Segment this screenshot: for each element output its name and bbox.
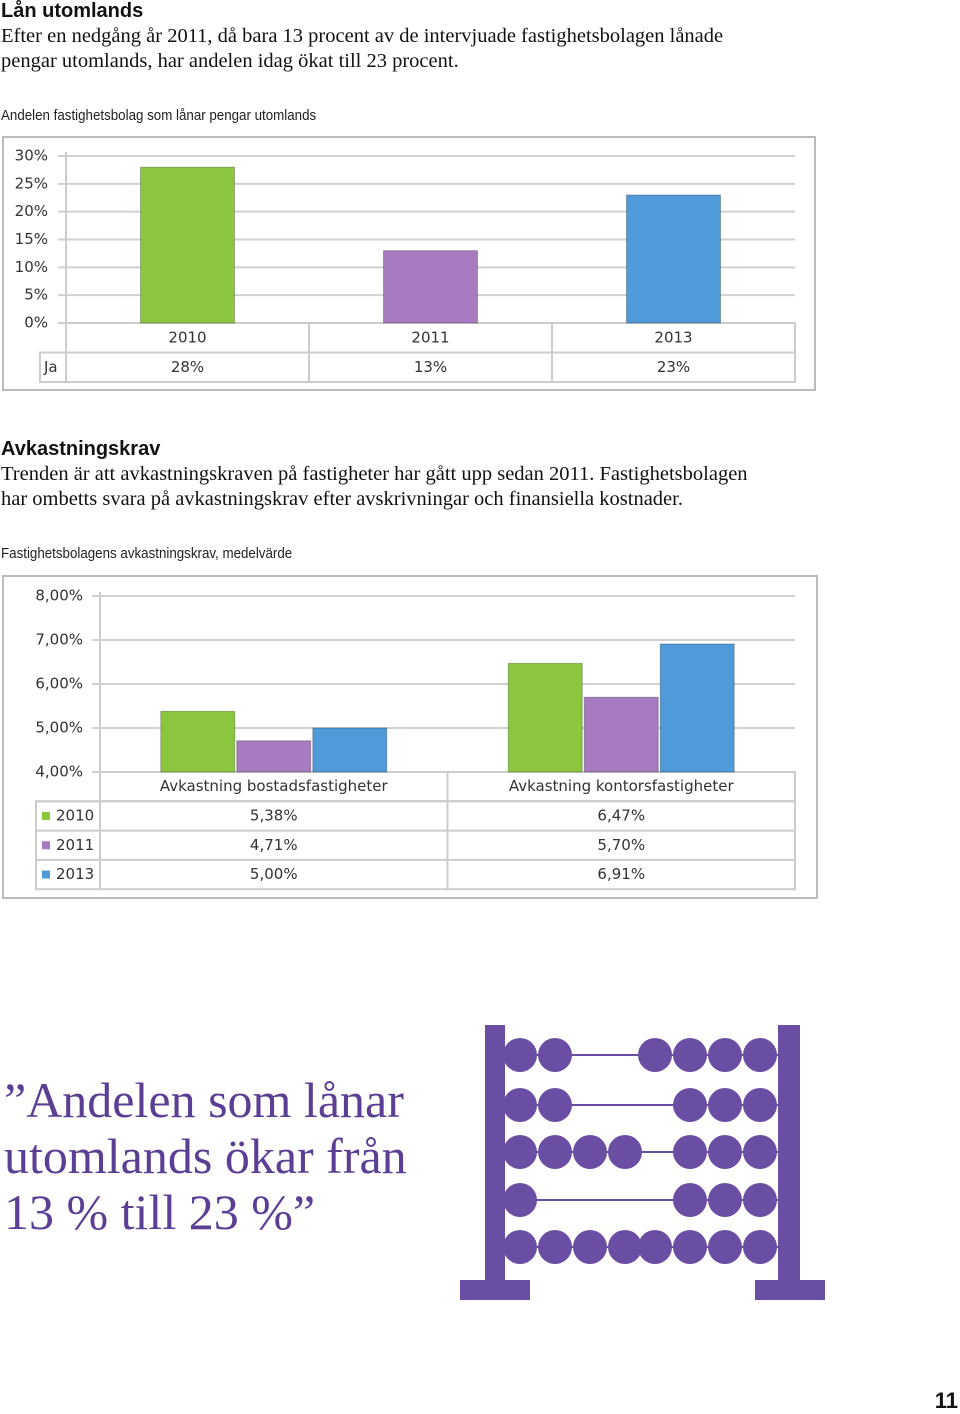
bar — [626, 194, 721, 324]
abacus-bead — [608, 1230, 642, 1264]
bar — [507, 662, 583, 773]
abacus-bead — [608, 1135, 642, 1169]
body-text: Efter en nedgång år 2011, då bara 13 pro… — [1, 24, 723, 74]
abacus-bead — [673, 1088, 707, 1122]
data-label: 4,71% — [250, 836, 298, 854]
abacus-bead — [538, 1230, 572, 1264]
abacus-bead — [708, 1038, 742, 1072]
abacus-bead — [708, 1088, 742, 1122]
abacus-bead — [708, 1230, 742, 1264]
abacus-bead — [503, 1230, 537, 1264]
y-tick-label: 5,00% — [35, 719, 83, 737]
bar — [140, 166, 235, 324]
page-number: 11 — [934, 1388, 958, 1413]
x-tick-label: 2013 — [654, 328, 692, 346]
data-label: 23% — [657, 358, 690, 376]
abacus-frame — [460, 1280, 530, 1300]
x-tick-label: 2010 — [168, 328, 206, 346]
abacus-frame — [755, 1280, 825, 1300]
y-tick-label: 30% — [15, 147, 48, 165]
caption: Fastighetsbolagens avkastningskrav, mede… — [1, 546, 293, 562]
legend-swatch — [42, 870, 50, 879]
abacus-bead — [673, 1135, 707, 1169]
abacus-frame — [778, 1025, 800, 1287]
heading: Lån utomlands — [1, 0, 144, 22]
abacus-bead — [503, 1038, 537, 1072]
y-tick-label: 25% — [15, 174, 48, 192]
bar — [160, 710, 236, 773]
abacus-frame — [485, 1025, 505, 1287]
abacus-bead — [503, 1135, 537, 1169]
x-tick-label: Avkastning kontorsfastigheter — [509, 777, 735, 795]
legend-swatch — [42, 811, 50, 820]
abacus-bead — [743, 1038, 777, 1072]
table — [65, 322, 796, 354]
y-tick-label: 0% — [24, 314, 48, 332]
legend-swatch — [42, 841, 50, 850]
y-tick-label: 4,00% — [35, 763, 83, 781]
y-tick-label: 15% — [15, 230, 48, 248]
abacus-bead — [538, 1088, 572, 1122]
y-tick-label: 5% — [24, 286, 48, 304]
abacus-bead — [573, 1230, 607, 1264]
legend-label: 2013 — [56, 865, 94, 883]
heading: Avkastningskrav — [1, 438, 161, 460]
abacus-bead — [638, 1230, 672, 1264]
data-label: 13% — [414, 358, 447, 376]
line: pengar utomlands, har andelen idag ökat … — [1, 50, 459, 72]
legend-label: 2011 — [56, 836, 94, 854]
line: har ombetts svara på avkastningskrav eft… — [1, 488, 683, 510]
y-tick-label: 7,00% — [35, 631, 83, 649]
data-label: 5,00% — [250, 865, 298, 883]
line: utomlands ökar från — [4, 1128, 407, 1184]
abacus-bead — [503, 1088, 537, 1122]
data-label: 5,70% — [597, 836, 645, 854]
abacus-bead — [673, 1183, 707, 1217]
bar — [659, 643, 735, 773]
bar — [383, 250, 478, 324]
x-tick-label: Avkastning bostadsfastigheter — [160, 777, 389, 795]
abacus-bead — [573, 1135, 607, 1169]
y-tick-label: 10% — [15, 258, 48, 276]
caption: Andelen fastighetsbolag som lånar pengar… — [1, 108, 317, 124]
abacus-bead — [538, 1135, 572, 1169]
abacus-bead — [743, 1135, 777, 1169]
data-label: 6,91% — [597, 865, 645, 883]
bar — [236, 740, 312, 773]
legend-label: 2010 — [56, 806, 94, 824]
bar — [312, 727, 388, 773]
abacus-bead — [538, 1038, 572, 1072]
abacus-bead — [708, 1183, 742, 1217]
abacus-bead — [743, 1183, 777, 1217]
data-label: 6,47% — [597, 806, 645, 824]
abacus-bead — [743, 1088, 777, 1122]
data-label: 28% — [171, 358, 204, 376]
abacus-bead — [708, 1135, 742, 1169]
abacus-bead — [673, 1038, 707, 1072]
abacus-bead — [638, 1038, 672, 1072]
bar — [583, 696, 659, 773]
y-tick-label: 8,00% — [35, 587, 83, 605]
table — [35, 800, 796, 891]
y-tick-label: 6,00% — [35, 675, 83, 693]
data-label: 5,38% — [250, 806, 298, 824]
x-tick-label: 2011 — [411, 328, 449, 346]
body-text: Trenden är att avkastningskraven på fast… — [1, 462, 748, 512]
line: Trenden är att avkastningskraven på fast… — [1, 463, 748, 485]
line: ”Andelen som lånar — [4, 1072, 404, 1128]
abacus-bead — [673, 1230, 707, 1264]
quote: ”Andelen som lånar utomlands ökar från 1… — [4, 1072, 407, 1240]
abacus-bead — [503, 1183, 537, 1217]
line: 13 % till 23 %” — [4, 1184, 316, 1240]
line: Efter en nedgång år 2011, då bara 13 pro… — [1, 25, 724, 47]
y-tick-label: 20% — [15, 202, 48, 220]
legend-label: Ja — [43, 358, 58, 376]
abacus-bead — [743, 1230, 777, 1264]
